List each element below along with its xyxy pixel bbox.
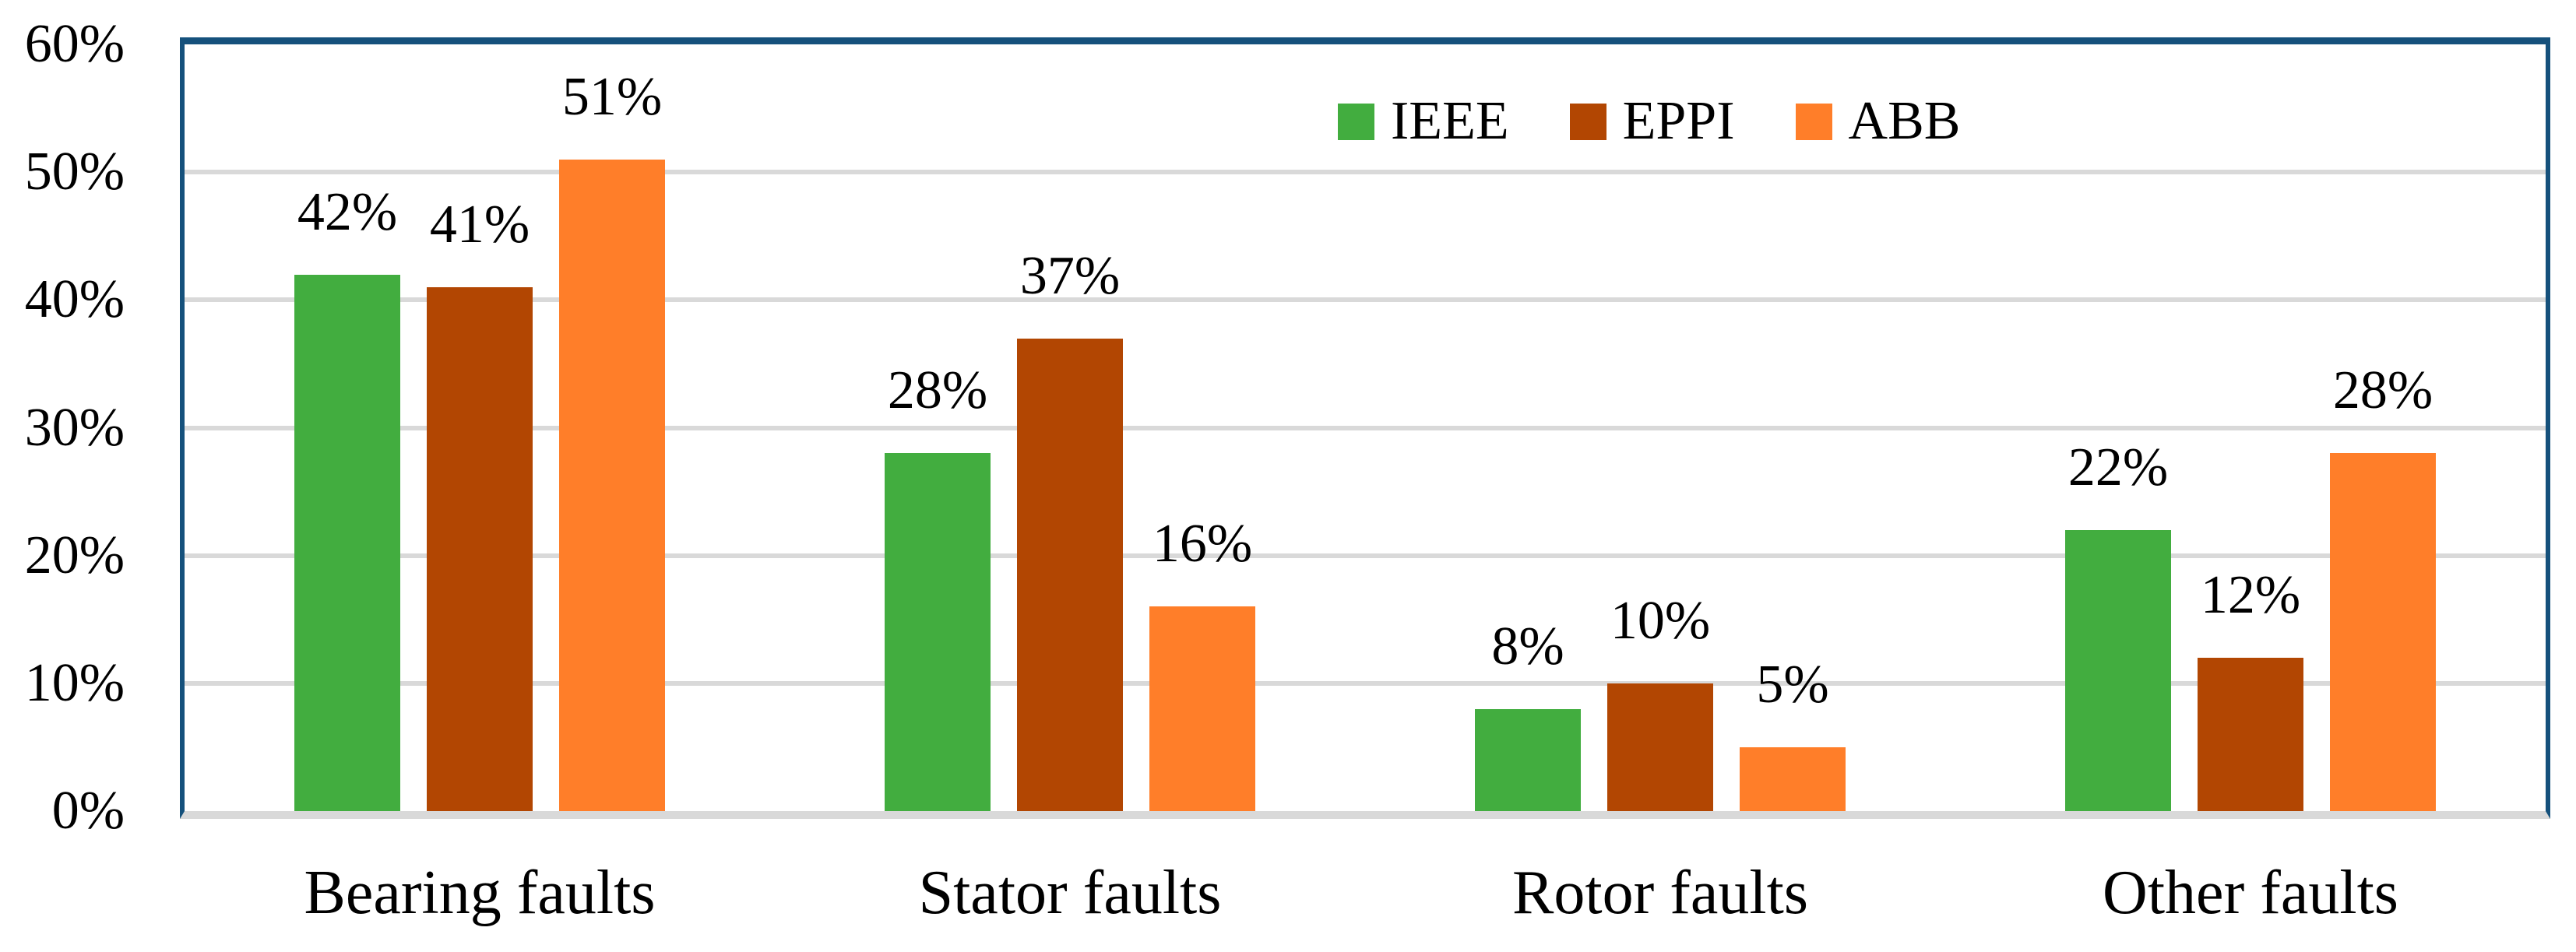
x-category-bearing-faults: Bearing faults (304, 859, 656, 927)
bar-abb-other-faults (2330, 453, 2436, 811)
bar-ieee-rotor-faults (1475, 708, 1581, 811)
data-label-eppi-stator-faults: 37% (1019, 245, 1121, 306)
data-label-ieee-stator-faults: 28% (887, 360, 988, 421)
bar-abb-stator-faults (1149, 606, 1255, 811)
data-label-ieee-rotor-faults: 8% (1491, 616, 1564, 676)
bars-layer: 42% 41% 51% 28% 37% 16% 8% 10% 5% 22% 12% 28% (185, 44, 2546, 811)
bar-ieee-other-faults (2065, 529, 2171, 811)
legend-item-ieee: IEEE (1338, 92, 1509, 151)
y-tick-50-percent: 50% (24, 142, 125, 202)
legend-item-eppi: EPPI (1569, 91, 1735, 151)
data-label-abb-rotor-faults: 5% (1756, 654, 1829, 715)
legend: IEEE EPPI ABB (1338, 92, 1960, 151)
gridline-10-percent (185, 680, 2546, 686)
data-label-ieee-bearing-faults: 42% (297, 181, 398, 242)
legend-swatch-abb (1795, 103, 1832, 140)
y-tick-20-percent: 20% (24, 525, 125, 585)
data-label-eppi-other-faults: 12% (2200, 565, 2301, 625)
legend-label-abb: ABB (1848, 91, 1961, 151)
legend-swatch-eppi (1569, 103, 1606, 140)
y-tick-40-percent: 40% (24, 269, 125, 330)
y-tick-0-percent: 0% (51, 781, 125, 841)
data-label-eppi-rotor-faults: 10% (1610, 590, 1711, 651)
bar-eppi-other-faults (2198, 658, 2303, 811)
gridline-30-percent (185, 425, 2546, 430)
bar-abb-bearing-faults (559, 159, 665, 811)
y-tick-60-percent: 60% (24, 14, 125, 74)
gridline-40-percent (185, 297, 2546, 303)
x-category-rotor-faults: Rotor faults (1512, 859, 1808, 927)
x-category-stator-faults: Stator faults (918, 859, 1222, 927)
bar-abb-rotor-faults (1740, 746, 1846, 811)
bar-eppi-bearing-faults (427, 286, 533, 811)
x-category-other-faults: Other faults (2103, 859, 2398, 927)
data-label-abb-bearing-faults: 51% (561, 66, 663, 127)
bar-eppi-stator-faults (1017, 338, 1123, 811)
y-tick-10-percent: 10% (24, 652, 125, 713)
data-label-abb-stator-faults: 16% (1152, 514, 1253, 574)
bar-ieee-stator-faults (885, 453, 991, 811)
legend-label-eppi: EPPI (1622, 91, 1735, 151)
data-label-eppi-bearing-faults: 41% (429, 194, 530, 255)
bar-eppi-rotor-faults (1607, 683, 1713, 811)
bar-ieee-bearing-faults (294, 274, 400, 811)
y-tick-30-percent: 30% (24, 397, 125, 458)
gridlines-layer (185, 44, 2546, 811)
legend-swatch-ieee (1338, 103, 1374, 140)
legend-label-ieee: IEEE (1391, 91, 1509, 151)
gridline-50-percent (185, 170, 2546, 175)
data-label-ieee-other-faults: 22% (2067, 437, 2169, 497)
data-label-abb-other-faults: 28% (2332, 360, 2433, 421)
legend-item-abb: ABB (1795, 91, 1961, 151)
gridline-20-percent (185, 553, 2546, 558)
